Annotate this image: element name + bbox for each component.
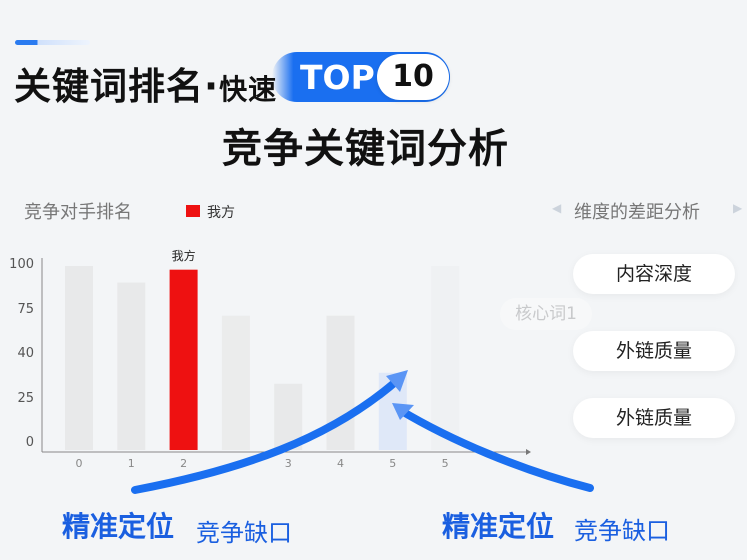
- dimension-chip[interactable]: 外链质量: [573, 398, 735, 438]
- dimension-chip[interactable]: 内容深度: [573, 254, 735, 294]
- dimension-chip[interactable]: 外链质量: [573, 331, 735, 371]
- x-tick-label: 1: [127, 457, 135, 470]
- chevron-left-icon[interactable]: ◀: [552, 201, 562, 215]
- title-main: 关键词排名: [14, 65, 204, 108]
- bar: [169, 269, 198, 450]
- bottom-left-big: 精准定位: [62, 510, 175, 543]
- bottom-left-small: 竞争缺口: [196, 519, 292, 547]
- x-tick-label: 4: [337, 457, 344, 470]
- bottom-right-big: 精准定位: [442, 510, 555, 543]
- y-tick-label: 0: [25, 435, 34, 450]
- x-tick-label: 0: [75, 457, 83, 470]
- chevron-right-icon[interactable]: ▶: [733, 201, 743, 215]
- accent-bar: [15, 40, 90, 45]
- x-tick-label: 3: [284, 457, 292, 470]
- x-tick-label: 5: [441, 457, 449, 470]
- y-tick-label: 75: [17, 301, 34, 317]
- arrow-curve-left: [131, 374, 404, 494]
- title-tail: 快速: [219, 73, 278, 106]
- bar-data-label: 我方: [171, 249, 196, 263]
- ghost-chip: 核心词1: [500, 298, 592, 330]
- bar: [65, 266, 93, 450]
- x-axis-arrow-icon: [526, 449, 531, 455]
- bar: [431, 266, 460, 450]
- top-number: 10: [377, 54, 449, 100]
- legend-label: 我方: [207, 205, 235, 221]
- arrowhead-icon: [392, 403, 414, 420]
- bottom-right-small: 竞争缺口: [574, 517, 670, 545]
- title-sep: ·: [204, 65, 220, 108]
- x-tick-label: 5: [389, 457, 397, 470]
- bar: [221, 315, 250, 450]
- arrowhead-icon: [386, 370, 408, 392]
- y-tick-label: 40: [17, 346, 34, 361]
- x-tick-label: 2: [180, 457, 188, 470]
- page-title: 关键词排名·快速: [14, 56, 277, 110]
- bar: [117, 282, 146, 450]
- legend-swatch: [186, 205, 200, 217]
- y-tick-label: 25: [17, 390, 34, 406]
- arrow-curve-right: [396, 406, 594, 492]
- side-title: 维度的差距分析: [574, 202, 700, 223]
- top-label: TOP: [300, 58, 375, 97]
- y-tick-label: 100: [9, 257, 34, 272]
- chart-title: 竞争对手排名: [24, 202, 132, 223]
- page-subtitle: 竞争关键词分析: [222, 126, 509, 172]
